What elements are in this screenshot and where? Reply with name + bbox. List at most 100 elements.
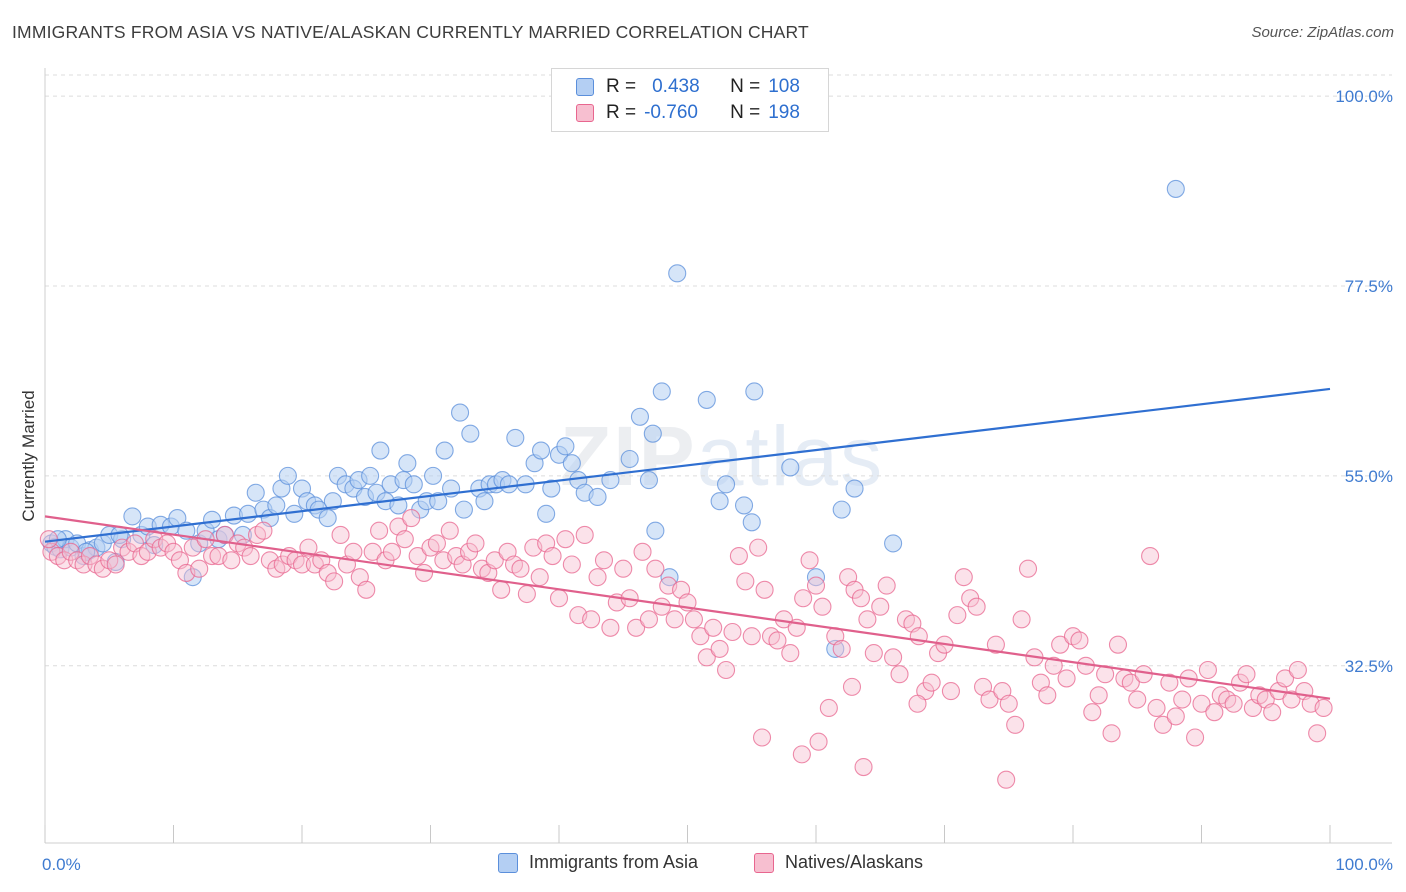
asia-point	[123, 507, 142, 526]
natives-point	[331, 525, 350, 545]
natives-point	[877, 576, 896, 595]
natives-point	[325, 572, 344, 591]
natives-point	[344, 542, 363, 561]
series-legend-asia: Immigrants from Asia	[498, 852, 698, 873]
natives-point	[363, 542, 382, 561]
natives-point	[370, 521, 389, 540]
series-legend-swatch-natives	[754, 852, 774, 873]
natives-point	[704, 618, 723, 637]
asia-point	[238, 504, 258, 523]
natives-point	[627, 618, 646, 637]
asia-point	[620, 449, 639, 469]
natives-point	[1128, 690, 1147, 709]
asia-point	[697, 390, 716, 409]
natives-point	[922, 673, 941, 692]
natives-point	[1173, 690, 1192, 709]
x-tick-label: 0.0%	[42, 855, 81, 874]
natives-point	[768, 631, 787, 650]
natives-point	[614, 559, 633, 578]
natives-point	[582, 610, 601, 629]
natives-point	[809, 732, 828, 751]
natives-point	[633, 542, 652, 561]
natives-point	[884, 648, 903, 667]
natives-point	[1263, 703, 1282, 722]
axes	[44, 68, 1392, 844]
natives-point	[1006, 715, 1025, 734]
natives-point	[941, 682, 960, 701]
natives-point	[1044, 656, 1063, 675]
y-tick-label: 100.0%	[1335, 87, 1393, 106]
y-tick-label: 32.5%	[1345, 657, 1393, 676]
natives-point	[755, 580, 774, 599]
natives-point	[575, 525, 594, 545]
natives-point	[736, 572, 755, 591]
natives-point	[440, 521, 459, 540]
natives-point	[742, 627, 761, 646]
natives-point	[382, 542, 402, 561]
natives-point	[215, 525, 234, 545]
natives-point	[357, 580, 376, 599]
natives-point	[241, 547, 260, 566]
natives-point	[1083, 703, 1102, 722]
natives-point	[794, 589, 813, 608]
natives-point	[1038, 686, 1057, 705]
natives-point	[408, 547, 427, 566]
natives-point	[710, 639, 729, 658]
natives-point	[986, 635, 1005, 654]
legend-n-label: N =	[730, 76, 761, 97]
asia-point	[562, 454, 581, 473]
natives-point	[594, 551, 614, 570]
natives-point	[997, 770, 1016, 789]
natives-point	[646, 559, 665, 578]
legend-r-value: 0.438	[652, 76, 700, 97]
natives-point	[562, 555, 581, 574]
series-asia-points	[42, 179, 1185, 658]
natives-point	[601, 618, 620, 637]
legend-n-value: 108	[768, 76, 800, 97]
asia-point	[246, 483, 265, 502]
natives-point	[1089, 686, 1108, 705]
series-legend-label-asia: Immigrants from Asia	[529, 852, 699, 872]
natives-point	[1108, 635, 1128, 654]
natives-point	[752, 728, 772, 747]
grid-lines	[45, 74, 1392, 667]
natives-point	[203, 547, 222, 566]
natives-point	[530, 568, 549, 587]
natives-point	[588, 568, 607, 587]
natives-point	[1282, 690, 1301, 709]
natives-point	[543, 547, 562, 566]
legend-row-asia: R = 0.438 N = 108	[576, 75, 800, 99]
natives-point	[806, 576, 826, 595]
natives-point	[999, 694, 1018, 713]
asia-point	[475, 492, 494, 511]
natives-point	[800, 551, 819, 570]
legend-r-value: -0.760	[644, 102, 698, 123]
asia-trend-line	[44, 387, 1331, 543]
asia-point	[668, 264, 687, 283]
asia-point	[845, 479, 864, 498]
natives-point	[222, 551, 241, 570]
natives-point	[1102, 724, 1121, 743]
natives-point	[549, 589, 569, 608]
asia-point	[435, 441, 454, 460]
asia-point	[278, 466, 297, 485]
source-label: Source: ZipAtlas.com	[1251, 24, 1394, 41]
natives-point	[851, 589, 871, 608]
natives-point	[492, 580, 511, 599]
natives-point	[1166, 707, 1185, 726]
asia-point	[398, 454, 417, 473]
natives-point	[691, 627, 710, 646]
natives-point	[1141, 547, 1160, 566]
asia-point	[318, 509, 337, 528]
natives-point	[792, 745, 811, 764]
natives-point	[1147, 698, 1166, 718]
asia-point	[542, 479, 561, 498]
asia-point	[643, 424, 662, 443]
asia-point	[451, 403, 470, 422]
asia-point	[588, 487, 607, 507]
y-tick-label: 77.5%	[1345, 277, 1393, 296]
asia-point	[646, 521, 665, 540]
natives-point	[1288, 660, 1307, 680]
y-tick-label: 55.0%	[1345, 467, 1393, 486]
natives-point	[665, 610, 684, 629]
